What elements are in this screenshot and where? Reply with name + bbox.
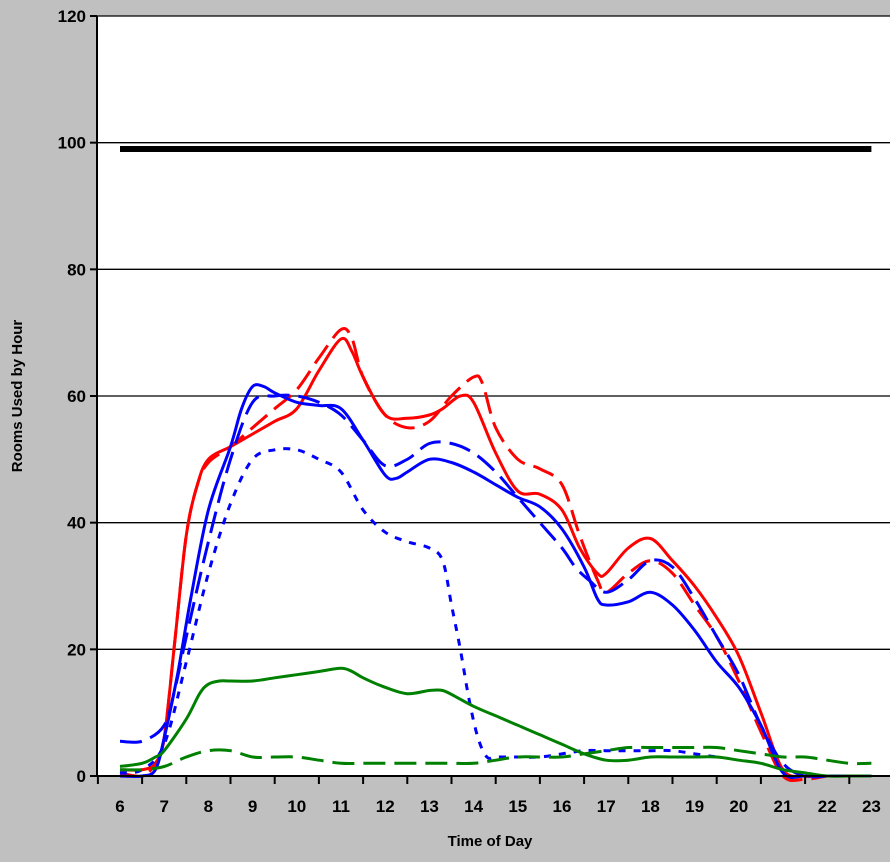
x-tick-label: 6 [115,797,124,816]
y-tick-label: 80 [67,260,86,279]
x-tick-label: 21 [774,797,793,816]
x-tick-label: 14 [464,797,483,816]
series-group [119,146,872,783]
x-tick-label: 13 [420,797,439,816]
series-line-8 [119,745,872,772]
x-tick-label: 16 [553,797,572,816]
y-tick-label: 40 [67,514,86,533]
y-axis-title: Rooms Used by Hour [9,320,26,473]
tick-labels: 0 20 40 60 80 100 120 6 7 8 9 10 11 12 13 14 15 16 17 18 19 2… [58,7,881,816]
tick-marks [90,15,851,784]
y-tick-label: 120 [58,7,86,26]
y-tick-label: 60 [67,387,86,406]
x-axis-title: Time of Day [448,833,533,850]
y-tick-label: 100 [58,134,86,153]
y-tick-label: 20 [67,640,86,659]
series-line-3 [119,327,828,783]
series-line-4 [119,383,872,779]
x-tick-label: 22 [818,797,837,816]
x-tick-label: 20 [729,797,748,816]
x-tick-label: 11 [332,797,350,816]
x-tick-label: 18 [641,797,660,816]
x-tick-label: 10 [287,797,306,816]
x-tick-label: 19 [685,797,704,816]
series-line-6 [119,447,717,775]
x-tick-label: 8 [204,797,213,816]
x-tick-label: 15 [508,797,527,816]
x-tick-label: 17 [597,797,616,816]
x-tick-label: 12 [376,797,395,816]
series-line-5 [119,393,828,779]
x-tick-label: 7 [159,797,168,816]
x-tick-label: 23 [862,797,881,816]
x-tick-label: 9 [248,797,257,816]
gridlines [97,15,890,650]
series-line-7 [119,666,872,778]
y-tick-label: 0 [77,767,86,786]
